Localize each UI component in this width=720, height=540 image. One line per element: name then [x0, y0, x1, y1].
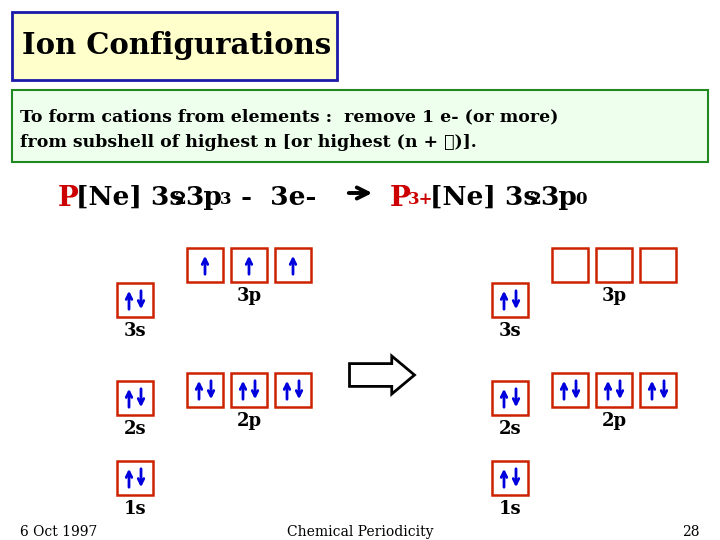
Text: Ion Configurations: Ion Configurations [22, 31, 331, 60]
Text: Chemical Periodicity: Chemical Periodicity [287, 525, 433, 539]
Text: 6 Oct 1997: 6 Oct 1997 [20, 525, 97, 539]
Text: 0: 0 [575, 191, 587, 208]
Bar [492, 461, 528, 495]
Bar [117, 461, 153, 495]
Polygon shape [349, 356, 415, 394]
Bar [117, 283, 153, 317]
Bar [596, 373, 632, 407]
Text: To form cations from elements :  remove 1 e- (or more): To form cations from elements : remove 1… [20, 108, 559, 125]
Bar [492, 381, 528, 415]
Text: [Ne] 3s: [Ne] 3s [76, 185, 184, 210]
Text: 2s: 2s [499, 420, 521, 438]
Bar [275, 248, 311, 282]
Text: 1s: 1s [499, 500, 521, 518]
Text: 3p: 3p [185, 185, 222, 210]
Text: 2p: 2p [236, 412, 261, 430]
Text: 1s: 1s [124, 500, 146, 518]
Bar [640, 373, 676, 407]
Bar [187, 248, 223, 282]
Text: 28: 28 [683, 525, 700, 539]
Bar [12, 90, 708, 162]
Bar [12, 12, 337, 80]
Text: 3p: 3p [540, 185, 577, 210]
Bar [187, 373, 223, 407]
Text: P: P [390, 185, 411, 212]
Text: 3s: 3s [124, 322, 146, 340]
Bar [640, 248, 676, 282]
Bar [117, 381, 153, 415]
Text: 3p: 3p [601, 287, 626, 305]
Text: [Ne] 3s: [Ne] 3s [430, 185, 539, 210]
Text: -  3e-: - 3e- [232, 185, 316, 210]
Text: 2s: 2s [124, 420, 146, 438]
Text: 3+: 3+ [408, 191, 433, 208]
Bar [492, 283, 528, 317]
Text: P: P [58, 185, 79, 212]
Text: 2p: 2p [601, 412, 626, 430]
Bar [231, 248, 267, 282]
Text: 2: 2 [530, 191, 541, 208]
Text: 2: 2 [175, 191, 186, 208]
Bar [552, 373, 588, 407]
Bar [231, 373, 267, 407]
Text: 3p: 3p [236, 287, 261, 305]
Text: 3s: 3s [499, 322, 521, 340]
Text: from subshell of highest n [or highest (n + ☆)].: from subshell of highest n [or highest (… [20, 134, 477, 151]
Bar [596, 248, 632, 282]
Bar [552, 248, 588, 282]
Text: 3: 3 [220, 191, 232, 208]
Bar [275, 373, 311, 407]
